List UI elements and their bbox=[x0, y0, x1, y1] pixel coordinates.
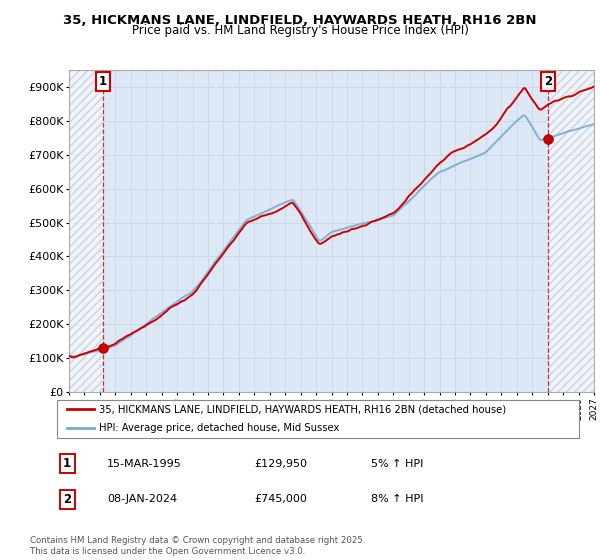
FancyBboxPatch shape bbox=[56, 400, 580, 437]
Text: 15-MAR-1995: 15-MAR-1995 bbox=[107, 459, 182, 469]
Text: 8% ↑ HPI: 8% ↑ HPI bbox=[371, 494, 424, 505]
Text: Price paid vs. HM Land Registry's House Price Index (HPI): Price paid vs. HM Land Registry's House … bbox=[131, 24, 469, 37]
Text: 08-JAN-2024: 08-JAN-2024 bbox=[107, 494, 177, 505]
Text: 1: 1 bbox=[99, 75, 107, 88]
Bar bbox=[548, 70, 594, 392]
Text: 2: 2 bbox=[544, 75, 552, 88]
Text: £745,000: £745,000 bbox=[254, 494, 308, 505]
Bar bbox=[69, 70, 103, 392]
Text: Contains HM Land Registry data © Crown copyright and database right 2025.
This d: Contains HM Land Registry data © Crown c… bbox=[30, 536, 365, 556]
Text: HPI: Average price, detached house, Mid Sussex: HPI: Average price, detached house, Mid … bbox=[99, 423, 339, 433]
Text: 5% ↑ HPI: 5% ↑ HPI bbox=[371, 459, 423, 469]
Text: £129,950: £129,950 bbox=[254, 459, 308, 469]
Text: 35, HICKMANS LANE, LINDFIELD, HAYWARDS HEATH, RH16 2BN: 35, HICKMANS LANE, LINDFIELD, HAYWARDS H… bbox=[63, 14, 537, 27]
Text: 2: 2 bbox=[63, 493, 71, 506]
Text: 1: 1 bbox=[63, 457, 71, 470]
Text: 35, HICKMANS LANE, LINDFIELD, HAYWARDS HEATH, RH16 2BN (detached house): 35, HICKMANS LANE, LINDFIELD, HAYWARDS H… bbox=[99, 404, 506, 414]
